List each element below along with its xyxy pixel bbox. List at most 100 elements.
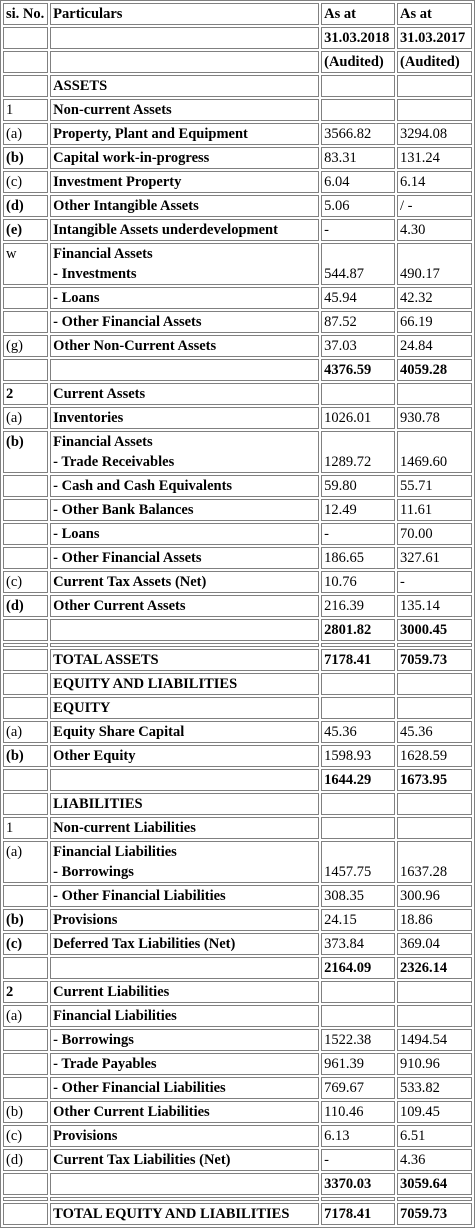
value-2017-cell: 4059.28 (397, 359, 472, 381)
particulars-cell: Non-current Assets (50, 99, 320, 121)
value-2017-cell: / - (397, 195, 472, 217)
value-2018-cell: 1644.29 (321, 769, 396, 791)
value-2018-cell: 1457.75 (321, 841, 396, 883)
serial-cell (3, 649, 49, 671)
spacer (400, 432, 469, 452)
particulars-cell: - Other Financial Liabilities (50, 885, 320, 907)
value-2018-cell: 769.67 (321, 1077, 396, 1099)
serial-cell (3, 75, 49, 97)
particulars-cell: LIABILITIES (50, 793, 320, 815)
value-2017-cell: 7059.73 (397, 1203, 472, 1225)
subtotal-row: 2164.09 2326.14 (3, 957, 472, 979)
particulars-cell: Equity Share Capital (50, 721, 320, 743)
value-2017-cell: 131.24 (397, 147, 472, 169)
separator-cell (321, 1197, 396, 1201)
particulars-cell: - Trade Payables (50, 1053, 320, 1075)
serial-cell (3, 1077, 49, 1099)
value-2017-cell (397, 75, 472, 97)
separator-cell (321, 643, 396, 647)
table-row: (b) Other Current Liabilities 110.46 109.45 (3, 1101, 472, 1123)
value-2018-cell: 37.03 (321, 335, 396, 357)
serial-cell (3, 475, 49, 497)
table-row: 1 Non-current Assets (3, 99, 472, 121)
audited-row: (Audited) (Audited) (3, 51, 472, 73)
table-row: (a) Property, Plant and Equipment 3566.82 3… (3, 123, 472, 145)
particulars-cell: Investment Property (50, 171, 320, 193)
serial-cell: (b) (3, 909, 49, 931)
particulars-cell: - Other Financial Liabilities (50, 1077, 320, 1099)
value-2017-cell: 3000.45 (397, 619, 472, 641)
value-2018-cell: 308.35 (321, 885, 396, 907)
cell-value: 1289.72 (324, 454, 372, 470)
particulars-group-label: Financial Assets (53, 434, 153, 450)
particulars-cell: EQUITY AND LIABILITIES (50, 673, 320, 695)
table-row: LIABILITIES (3, 793, 472, 815)
serial-cell (3, 793, 49, 815)
particulars-sub-label: - Investments (53, 266, 137, 282)
particulars-cell: - Other Financial Assets (50, 311, 320, 333)
cell-value: 1469.60 (400, 454, 448, 470)
particulars-cell: Current Tax Assets (Net) (50, 571, 320, 593)
particulars-cell: TOTAL EQUITY AND LIABILITIES (50, 1203, 320, 1225)
value-2017-cell: 300.96 (397, 885, 472, 907)
particulars-cell: - Loans (50, 287, 320, 309)
col2-header: As at (397, 3, 472, 25)
serial-cell (3, 619, 49, 641)
particulars-cell (50, 1173, 320, 1195)
separator-cell (397, 1197, 472, 1201)
table-row: - Loans 45.94 42.32 (3, 287, 472, 309)
particulars-cell: Property, Plant and Equipment (50, 123, 320, 145)
particulars-cell: Deferred Tax Liabilities (Net) (50, 933, 320, 955)
table-row: (c) Provisions 6.13 6.51 (3, 1125, 472, 1147)
value-2017-cell: 1673.95 (397, 769, 472, 791)
cell-value: 1637.28 (400, 864, 448, 880)
separator-cell (3, 1197, 49, 1201)
particulars-cell: - Other Bank Balances (50, 499, 320, 521)
date1-header: 31.03.2018 (321, 27, 396, 49)
table-row: (a) Financial Liabilities - Borrowings 145… (3, 841, 472, 883)
value-2018-cell: 7178.41 (321, 649, 396, 671)
serial-cell (3, 547, 49, 569)
serial-cell: (b) (3, 1101, 49, 1123)
value-2018-cell (321, 75, 396, 97)
value-2017-cell: 24.84 (397, 335, 472, 357)
value-2017-cell (397, 383, 472, 405)
value-2018-cell: 1522.38 (321, 1029, 396, 1051)
value-2017-cell: 3294.08 (397, 123, 472, 145)
serial-cell (3, 1053, 49, 1075)
value-2018-cell: 5.06 (321, 195, 396, 217)
table-row: (d) Other Intangible Assets 5.06/ - (3, 195, 472, 217)
particulars-cell: - Cash and Cash Equivalents (50, 475, 320, 497)
table-row: (b) Financial Assets - Trade Receivables 1… (3, 431, 472, 473)
value-2018-cell: 2164.09 (321, 957, 396, 979)
empty-cell (50, 27, 320, 49)
particulars-cell: - Other Financial Assets (50, 547, 320, 569)
value-2017-cell: 930.78 (397, 407, 472, 429)
serial-cell: (d) (3, 195, 49, 217)
particulars-group-label: Financial Assets (53, 246, 153, 262)
value-2018-cell: 3566.82 (321, 123, 396, 145)
table-row: ASSETS (3, 75, 472, 97)
value-2017-cell (397, 817, 472, 839)
particulars-cell: Current Assets (50, 383, 320, 405)
value-2017-cell: 6.14 (397, 171, 472, 193)
value-2017-cell: - (397, 571, 472, 593)
col1-header: As at (321, 3, 396, 25)
cell-value: 490.17 (400, 266, 440, 282)
serial-cell: 1 (3, 817, 49, 839)
serial-cell: 2 (3, 981, 49, 1003)
serial-cell (3, 359, 49, 381)
value-2018-cell: 110.46 (321, 1101, 396, 1123)
particulars-cell: Financial Liabilities (50, 1005, 320, 1027)
serial-cell (3, 885, 49, 907)
separator-cell (397, 643, 472, 647)
value-2017-cell (397, 673, 472, 695)
spacer (324, 842, 392, 862)
spacer (324, 244, 392, 264)
value-2017-cell: 4.30 (397, 219, 472, 241)
value-2017-cell: 6.51 (397, 1125, 472, 1147)
particulars-cell: Provisions (50, 909, 320, 931)
serial-cell: (b) (3, 745, 49, 767)
value-2017-cell: 2326.14 (397, 957, 472, 979)
